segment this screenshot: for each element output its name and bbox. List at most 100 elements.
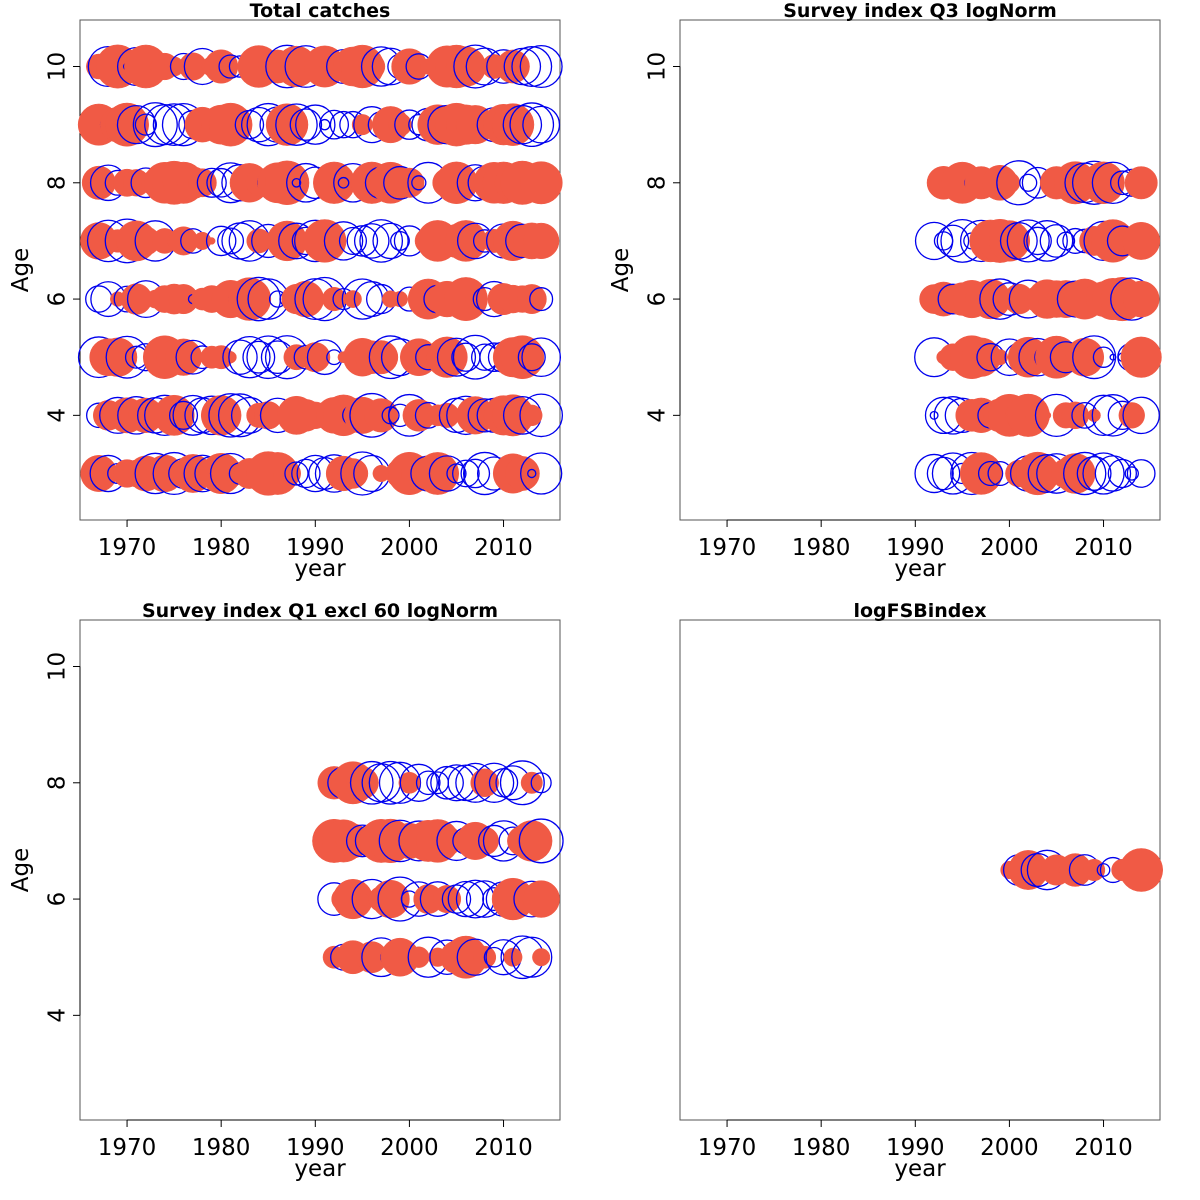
negative-residual-bubble: [1109, 353, 1117, 361]
positive-residual-bubble: [153, 394, 195, 436]
positive-residual-bubble: [344, 290, 362, 308]
y-tick-label: 6: [45, 292, 71, 307]
negative-residual-bubble: [1063, 451, 1107, 496]
positive-residual-bubble: [1083, 858, 1106, 882]
negative-residual-bubble: [428, 455, 466, 492]
negative-residual-bubble: [205, 225, 237, 257]
negative-residual-bubble: [346, 225, 379, 257]
positive-residual-bubble: [491, 103, 535, 146]
positive-residual-bubble: [337, 458, 369, 489]
x-axis-label: year: [294, 556, 346, 582]
negative-residual-bubble: [977, 460, 1004, 487]
panel-1: Total catches 1970 1980 1990 2000 2010 year 4 6 8…: [8, 0, 564, 582]
x-tick-label: 1990: [886, 1135, 945, 1161]
x-tick-label: 2010: [474, 535, 533, 561]
negative-residual-bubble: [1092, 346, 1115, 368]
negative-residual-bubble: [378, 761, 422, 804]
y-tick-label: 10: [645, 52, 671, 81]
x-tick-label: 2010: [1074, 1135, 1133, 1161]
x-axis-label: year: [894, 1156, 946, 1182]
positive-residual-bubble: [265, 103, 309, 146]
negative-residual-bubble: [521, 337, 562, 378]
negative-residual-bubble: [222, 339, 258, 375]
y-tick-label: 6: [645, 292, 671, 307]
negative-residual-bubble: [85, 285, 113, 313]
positive-residual-bubble: [1124, 166, 1158, 200]
positive-residual-bubble: [1122, 222, 1161, 260]
positive-residual-bubble: [187, 168, 217, 198]
y-tick-label: 10: [45, 52, 71, 81]
negative-residual-bubble: [1076, 456, 1112, 491]
negative-residual-bubble: [436, 337, 477, 377]
positive-residual-bubble: [394, 167, 425, 198]
negative-residual-bubble: [936, 224, 970, 258]
negative-residual-bubble: [242, 340, 276, 374]
negative-residual-bubble: [499, 760, 545, 806]
positive-residual-bubble: [523, 222, 560, 260]
positive-residual-bubble: [1120, 336, 1162, 378]
positive-residual-bubble: [988, 220, 1031, 262]
y-axis-label: Age: [8, 248, 34, 292]
negative-residual-bubble: [289, 108, 323, 141]
negative-residual-bubble: [291, 177, 302, 188]
panel-title: Survey index Q1 excl 60 logNorm: [142, 600, 498, 622]
negative-residual-bubble: [1006, 219, 1050, 263]
negative-residual-bubble: [291, 458, 321, 489]
positive-residual-bubble: [1065, 337, 1105, 377]
x-tick-label: 1990: [886, 535, 945, 561]
positive-residual-bubble: [287, 280, 325, 318]
positive-residual-bubble: [80, 455, 118, 492]
positive-residual-bubble: [164, 338, 203, 376]
x-tick-label: 1990: [286, 1135, 345, 1161]
negative-residual-bubble: [522, 105, 561, 144]
panel-title: Total catches: [250, 0, 391, 22]
negative-residual-bubble: [116, 105, 157, 145]
negative-residual-bubble: [337, 176, 350, 189]
positive-residual-bubble: [208, 237, 216, 245]
x-tick-label: 2000: [380, 535, 439, 561]
negative-residual-bubble: [1124, 466, 1139, 481]
negative-residual-bubble: [217, 227, 245, 255]
negative-residual-bubble: [134, 113, 158, 136]
negative-residual-bubble: [529, 287, 554, 312]
negative-residual-bubble: [168, 400, 199, 430]
positive-residual-bubble: [1118, 402, 1145, 429]
negative-residual-bubble: [518, 818, 564, 864]
negative-residual-bubble: [430, 765, 464, 800]
negative-residual-bubble: [1026, 220, 1068, 262]
negative-residual-bubble: [323, 221, 364, 261]
positive-residual-bubble: [227, 277, 272, 321]
y-tick-label: 4: [645, 408, 671, 423]
negative-residual-bubble: [390, 230, 410, 251]
negative-residual-bubble: [1096, 863, 1111, 877]
positive-residual-bubble: [300, 342, 331, 373]
negative-residual-bubble: [519, 44, 563, 89]
negative-residual-bubble: [1023, 226, 1052, 256]
y-tick-label: 6: [45, 892, 71, 907]
x-tick-label: 2000: [980, 1135, 1039, 1161]
y-tick-label: 8: [45, 175, 71, 190]
positive-residual-bubble: [391, 291, 409, 308]
positive-residual-bubble: [398, 771, 421, 794]
panel-2: Survey index Q3 logNorm 1970 1980 1990 2000 2…: [608, 0, 1162, 582]
positive-residual-bubble: [388, 112, 412, 137]
positive-residual-bubble: [532, 948, 551, 967]
positive-residual-bubble: [991, 349, 1009, 366]
panel-4: logFSBindex 1970 1980 1990 2000 2010 year: [679, 600, 1163, 1182]
negative-residual-bubble: [519, 393, 564, 438]
positive-residual-bubble: [522, 880, 560, 918]
positive-residual-bubble: [516, 284, 547, 314]
negative-residual-bubble: [452, 459, 480, 488]
positive-residual-bubble: [355, 892, 369, 906]
negative-residual-bubble: [1126, 459, 1156, 488]
positive-residual-bubble: [371, 879, 410, 919]
panel-title: Survey index Q3 logNorm: [783, 0, 1057, 22]
negative-residual-bubble: [349, 760, 394, 805]
x-axis-label: year: [294, 1156, 346, 1182]
positive-residual-bubble: [81, 165, 116, 200]
negative-residual-bubble: [228, 336, 271, 379]
positive-residual-bubble: [503, 947, 523, 967]
positive-residual-bubble: [465, 288, 486, 310]
negative-residual-bubble: [511, 936, 553, 978]
plot-frame: [79, 19, 561, 521]
